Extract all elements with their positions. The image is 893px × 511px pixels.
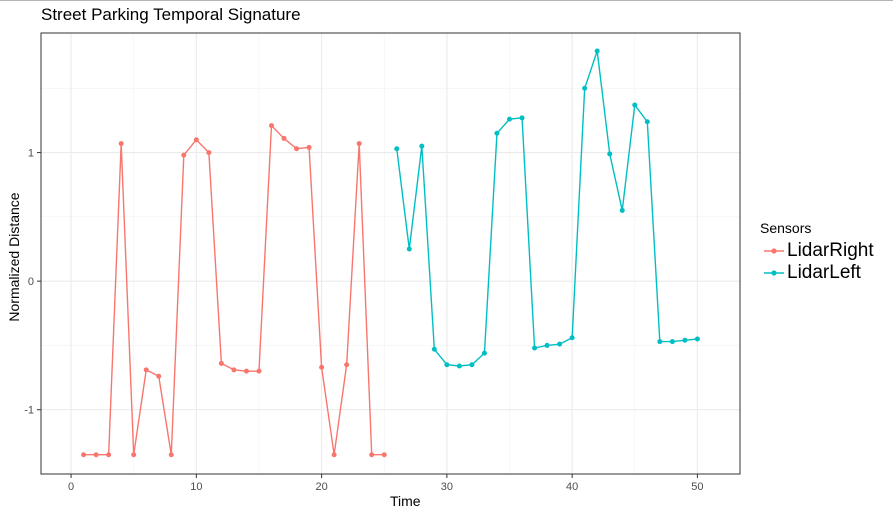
legend-marker-lidarright (771, 248, 777, 254)
data-point-lidarright (243, 368, 249, 374)
y-tick-label: -1 (24, 405, 34, 417)
data-point-lidarleft (431, 346, 437, 352)
y-tick-label: 0 (28, 276, 34, 288)
data-point-lidarright (319, 364, 325, 370)
data-point-lidarleft (532, 345, 538, 351)
data-point-lidarleft (469, 362, 475, 368)
data-point-lidarright (168, 452, 174, 458)
data-point-lidarright (256, 368, 262, 374)
data-point-lidarleft (607, 151, 613, 157)
data-point-lidarright (281, 135, 287, 141)
data-point-lidarleft (494, 130, 500, 136)
data-point-lidarright (306, 144, 312, 150)
series-layer (81, 48, 700, 458)
data-point-lidarleft (569, 335, 575, 341)
data-point-lidarright (268, 123, 274, 129)
x-tick-label: 10 (190, 481, 202, 493)
y-tick-label: 1 (28, 148, 34, 160)
data-point-lidarright (344, 362, 350, 368)
data-point-lidarleft (544, 342, 550, 348)
legend-marker-lidarleft (771, 270, 777, 276)
plot-panel (40, 32, 741, 475)
data-point-lidarright (193, 137, 199, 143)
panel-border (40, 32, 741, 475)
data-point-lidarleft (619, 207, 625, 213)
data-point-lidarleft (481, 350, 487, 356)
data-point-lidarleft (456, 363, 462, 369)
legend-label-lidarleft: LidarLeft (787, 262, 861, 283)
x-tick-label: 40 (566, 481, 578, 493)
series-lidarleft (394, 48, 700, 369)
x-tick-label: 50 (691, 481, 703, 493)
data-point-lidarright (381, 452, 387, 458)
data-point-lidarright (93, 452, 99, 458)
legend-key-lidarleft (764, 270, 784, 276)
data-point-lidarright (369, 452, 375, 458)
data-point-lidarleft (594, 48, 600, 54)
data-point-lidarright (294, 146, 300, 152)
data-point-lidarleft (669, 339, 675, 345)
data-point-lidarleft (657, 339, 663, 345)
data-point-lidarright (106, 452, 112, 458)
y-axis-label: Normalized Distance (6, 192, 22, 322)
series-line-lidarleft (396, 50, 698, 367)
legend-item-lidarleft: LidarLeft (760, 262, 874, 284)
legend-key-lidarright (764, 248, 784, 254)
data-point-lidarleft (419, 143, 425, 149)
data-point-lidarleft (632, 102, 638, 108)
data-point-lidarright (81, 452, 87, 458)
legend: Sensors LidarRight LidarLeft (760, 220, 874, 284)
data-point-lidarleft (694, 336, 700, 342)
data-point-lidarright (131, 452, 137, 458)
legend-item-lidarright: LidarRight (760, 240, 874, 262)
data-point-lidarright (156, 373, 162, 379)
data-point-lidarleft (582, 85, 588, 91)
x-tick-label: 20 (315, 481, 327, 493)
data-point-lidarleft (394, 146, 400, 152)
data-point-lidarright (331, 452, 337, 458)
data-point-lidarright (181, 152, 187, 158)
data-point-lidarleft (444, 362, 450, 368)
x-axis-label: Time (390, 493, 421, 509)
data-point-lidarleft (644, 119, 650, 125)
series-lidarright (81, 123, 387, 458)
series-line-lidarright (83, 124, 385, 456)
data-point-lidarright (143, 367, 149, 373)
x-tick-label: 30 (441, 481, 453, 493)
data-point-lidarright (218, 360, 224, 366)
data-point-lidarleft (519, 115, 525, 121)
data-point-lidarleft (682, 337, 688, 343)
legend-title: Sensors (760, 220, 812, 236)
data-point-lidarleft (507, 116, 513, 122)
legend-label-lidarright: LidarRight (787, 240, 874, 261)
chart-title: Street Parking Temporal Signature (41, 5, 301, 24)
grid-lines (41, 33, 740, 475)
data-point-lidarleft (406, 246, 412, 252)
top-border-line (0, 0, 893, 1)
data-point-lidarleft (557, 341, 563, 347)
data-point-lidarright (206, 150, 212, 156)
data-point-lidarright (356, 141, 362, 147)
data-point-lidarright (118, 141, 124, 147)
axis-ticks: 0 10 20 30 40 50 -1 0 1 (24, 148, 703, 493)
x-tick-label: 0 (68, 481, 74, 493)
data-point-lidarright (231, 367, 237, 373)
